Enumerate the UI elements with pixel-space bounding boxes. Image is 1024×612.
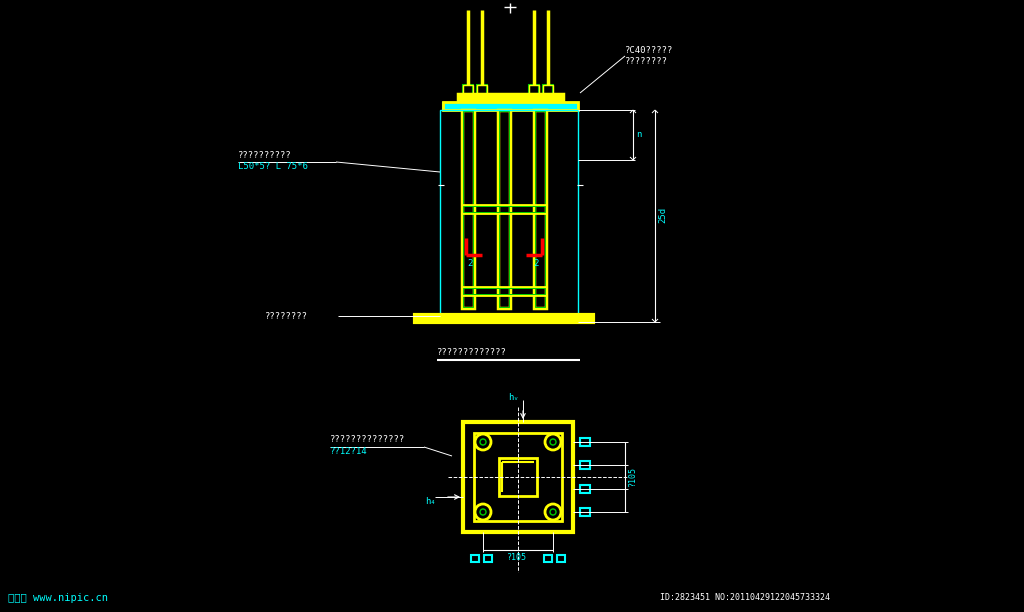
Bar	[471, 555, 479, 562]
Bar	[463, 85, 473, 94]
Bar	[463, 85, 473, 94]
Circle shape	[494, 105, 497, 108]
Text: ?C40?????: ?C40?????	[625, 45, 674, 54]
Text: ??????????: ??????????	[238, 151, 292, 160]
Circle shape	[536, 105, 539, 108]
Bar	[477, 85, 487, 94]
Circle shape	[523, 105, 526, 108]
Bar	[499, 458, 537, 496]
Bar	[580, 485, 590, 493]
Text: ?105: ?105	[506, 553, 526, 561]
Text: 2: 2	[467, 258, 472, 267]
Circle shape	[517, 105, 520, 108]
Text: L50*5? L 75*6: L50*5? L 75*6	[238, 162, 308, 171]
Text: ????????: ????????	[625, 56, 668, 65]
Bar	[535, 111, 545, 307]
Circle shape	[554, 105, 556, 108]
Circle shape	[500, 105, 503, 108]
Circle shape	[464, 105, 467, 108]
Text: ID:2823451 NO:20110429122045733324: ID:2823451 NO:20110429122045733324	[660, 594, 830, 602]
Circle shape	[452, 105, 455, 108]
Bar	[463, 288, 545, 294]
Circle shape	[559, 105, 562, 108]
Text: 昵享网 www.nipic.cn: 昵享网 www.nipic.cn	[8, 593, 108, 603]
Bar	[462, 205, 546, 213]
Circle shape	[445, 105, 449, 108]
Text: ?105: ?105	[628, 467, 637, 487]
Bar	[443, 103, 578, 110]
Bar	[477, 85, 487, 94]
Bar	[534, 110, 546, 308]
Circle shape	[458, 105, 461, 108]
Bar	[463, 111, 473, 307]
Bar	[557, 555, 565, 562]
Circle shape	[529, 105, 532, 108]
Bar	[484, 555, 492, 562]
Text: h₄: h₄	[425, 496, 436, 506]
Bar	[458, 94, 563, 102]
Bar	[580, 508, 590, 516]
Bar	[462, 110, 474, 308]
Bar	[580, 438, 590, 446]
Bar	[529, 85, 539, 94]
Bar	[498, 110, 510, 308]
Bar	[474, 433, 562, 521]
Text: ?????????????: ?????????????	[437, 348, 507, 357]
Circle shape	[475, 105, 478, 108]
Circle shape	[469, 105, 472, 108]
Text: ????????: ????????	[265, 312, 308, 321]
Circle shape	[487, 105, 490, 108]
Circle shape	[565, 105, 568, 108]
Circle shape	[481, 105, 484, 108]
Bar	[529, 85, 539, 94]
Bar	[443, 102, 578, 110]
Bar	[440, 110, 578, 317]
Bar	[543, 85, 553, 94]
Circle shape	[506, 105, 509, 108]
Bar	[415, 315, 593, 322]
Bar	[544, 555, 552, 562]
Bar	[499, 111, 509, 307]
Text: 25d: 25d	[658, 207, 667, 223]
Bar	[463, 422, 573, 532]
Text: 2: 2	[534, 258, 539, 267]
Bar	[543, 85, 553, 94]
Text: ??????????????: ??????????????	[330, 436, 406, 444]
Bar	[580, 461, 590, 469]
Circle shape	[542, 105, 545, 108]
Text: n: n	[636, 130, 641, 138]
Circle shape	[548, 105, 551, 108]
Bar	[463, 206, 545, 212]
Circle shape	[571, 105, 574, 108]
Text: hᵥ: hᵥ	[508, 392, 519, 401]
Circle shape	[512, 105, 514, 108]
Text: ??12?14: ??12?14	[330, 447, 368, 457]
Bar	[462, 287, 546, 295]
